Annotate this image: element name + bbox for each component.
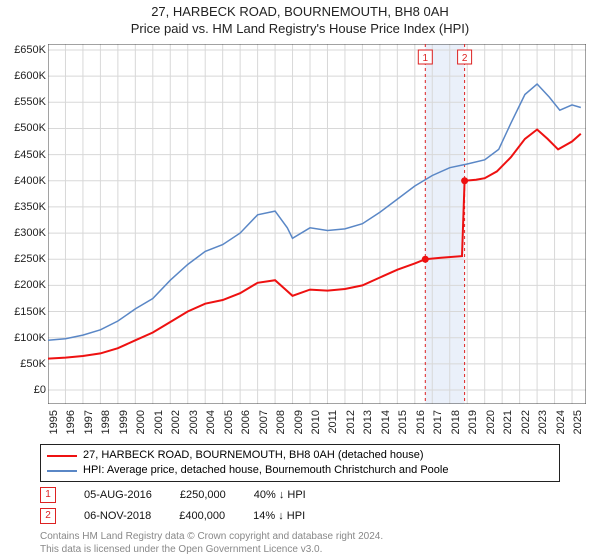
legend-item-price: 27, HARBECK ROAD, BOURNEMOUTH, BH8 0AH (… — [47, 448, 553, 463]
chart-container: 27, HARBECK ROAD, BOURNEMOUTH, BH8 0AH P… — [0, 0, 600, 560]
chart-plot-area: 12 — [48, 44, 586, 404]
svg-text:1: 1 — [423, 53, 429, 64]
sale-row-2: 2 06-NOV-2018 £400,000 14% ↓ HPI — [40, 508, 305, 524]
sale-row-1: 1 05-AUG-2016 £250,000 40% ↓ HPI — [40, 487, 306, 503]
footer-line-2: This data is licensed under the Open Gov… — [40, 543, 322, 556]
y-tick-label: £50K — [2, 358, 46, 370]
sale-delta-2: 14% ↓ HPI — [253, 510, 305, 522]
y-tick-label: £650K — [2, 44, 46, 56]
legend-swatch-price — [47, 455, 77, 457]
y-tick-label: £600K — [2, 70, 46, 82]
legend-swatch-hpi — [47, 470, 77, 472]
y-tick-label: £100K — [2, 332, 46, 344]
sale-price-2: £400,000 — [179, 510, 225, 522]
y-tick-label: £150K — [2, 306, 46, 318]
sale-marker-1: 1 — [40, 487, 56, 503]
legend-box: 27, HARBECK ROAD, BOURNEMOUTH, BH8 0AH (… — [40, 444, 560, 482]
y-tick-label: £550K — [2, 96, 46, 108]
sale-delta-1: 40% ↓ HPI — [254, 489, 306, 501]
sale-date-1: 05-AUG-2016 — [84, 489, 152, 501]
legend-label-price: 27, HARBECK ROAD, BOURNEMOUTH, BH8 0AH (… — [83, 448, 424, 463]
sale-date-2: 06-NOV-2018 — [84, 510, 151, 522]
y-tick-label: £200K — [2, 279, 46, 291]
y-tick-label: £400K — [2, 175, 46, 187]
footer-line-1: Contains HM Land Registry data © Crown c… — [40, 530, 383, 543]
svg-text:2: 2 — [462, 53, 468, 64]
sale-price-1: £250,000 — [180, 489, 226, 501]
chart-subtitle: Price paid vs. HM Land Registry's House … — [0, 19, 600, 36]
y-tick-label: £250K — [2, 253, 46, 265]
y-tick-label: £300K — [2, 227, 46, 239]
chart-svg: 12 — [48, 44, 586, 404]
legend-label-hpi: HPI: Average price, detached house, Bour… — [83, 463, 448, 478]
x-tick-label: 2025 — [572, 410, 584, 450]
y-tick-label: £450K — [2, 149, 46, 161]
legend-item-hpi: HPI: Average price, detached house, Bour… — [47, 463, 553, 478]
y-tick-label: £500K — [2, 122, 46, 134]
y-tick-label: £0 — [2, 384, 46, 396]
y-tick-label: £350K — [2, 201, 46, 213]
sale-marker-2: 2 — [40, 508, 56, 524]
chart-title: 27, HARBECK ROAD, BOURNEMOUTH, BH8 0AH — [0, 0, 600, 19]
